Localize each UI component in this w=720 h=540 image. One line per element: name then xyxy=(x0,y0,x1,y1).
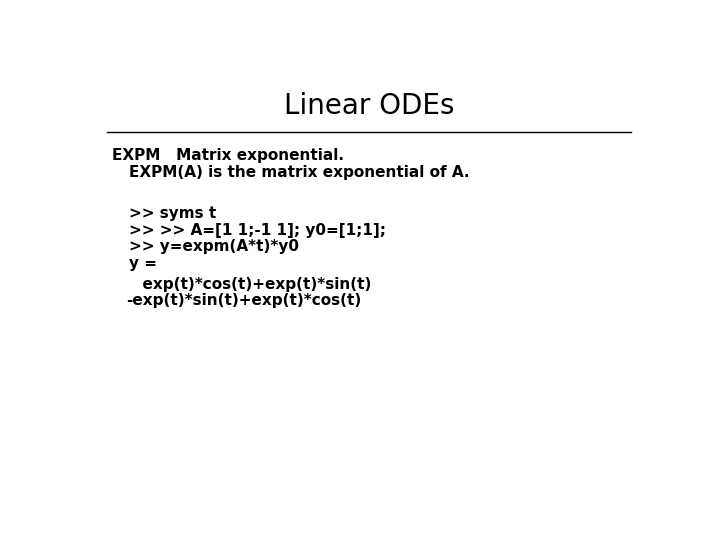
Text: exp(t)*cos(t)+exp(t)*sin(t): exp(t)*cos(t)+exp(t)*sin(t) xyxy=(132,277,372,292)
Text: -exp(t)*sin(t)+exp(t)*cos(t): -exp(t)*sin(t)+exp(t)*cos(t) xyxy=(126,294,361,308)
Text: EXPM(A) is the matrix exponential of A.: EXPM(A) is the matrix exponential of A. xyxy=(129,165,469,180)
Text: >> syms t: >> syms t xyxy=(129,206,216,221)
Text: Linear ODEs: Linear ODEs xyxy=(284,92,454,120)
Text: y =: y = xyxy=(129,256,157,271)
Text: EXPM   Matrix exponential.: EXPM Matrix exponential. xyxy=(112,148,344,163)
Text: >> y=expm(A*t)*y0: >> y=expm(A*t)*y0 xyxy=(129,239,299,254)
Text: >> >> A=[1 1;-1 1]; y0=[1;1];: >> >> A=[1 1;-1 1]; y0=[1;1]; xyxy=(129,223,386,238)
